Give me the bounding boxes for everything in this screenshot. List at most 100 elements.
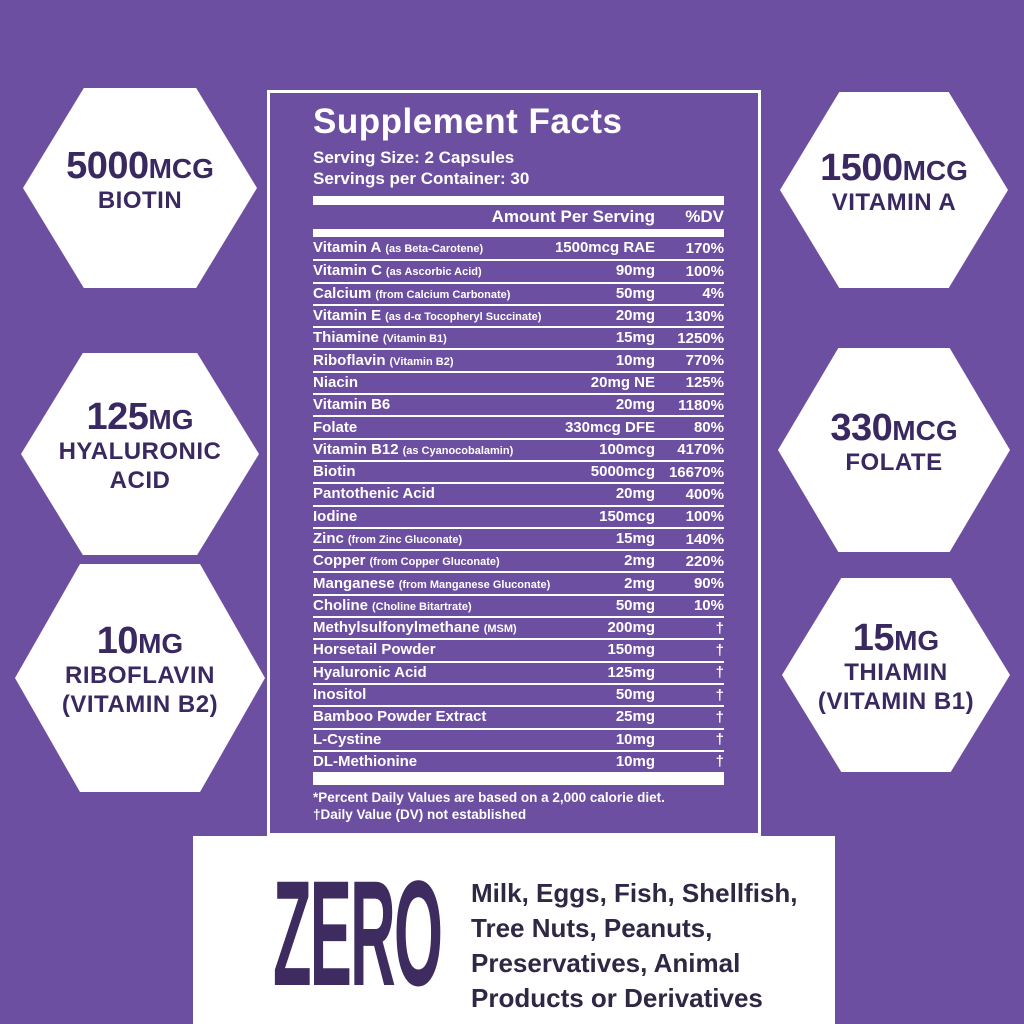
hexagon-value: 125 <box>86 396 149 439</box>
ingredient-dv: 4170% <box>677 441 724 459</box>
ingredient-detail: (from Manganese Gluconate) <box>398 578 551 591</box>
facts-column-headers: Amount Per Serving %DV <box>313 205 724 229</box>
ingredient: DL-Methionine <box>313 753 421 771</box>
hexagon-biotin: 5000MCG BIOTIN <box>23 88 257 288</box>
ingredient-dv: 140% <box>685 530 724 548</box>
row-left: Manganese (from Manganese Gluconate) 2mg <box>313 575 655 593</box>
ingredient-name: Manganese <box>313 574 395 592</box>
servings-per-container: Servings per Container: 30 <box>313 169 530 188</box>
ingredient-amount: 330mcg DFE <box>564 418 655 436</box>
ingredient-amount: 50mg <box>615 284 655 302</box>
table-row: Vitamin B12 (as Cyanocobalamin) 100mcg 41… <box>313 437 724 460</box>
ingredient: Copper (from Copper Gluconate) <box>313 552 500 570</box>
hexagon-label: ACID <box>109 466 171 494</box>
hexagon-label: VITAMIN A <box>831 188 957 216</box>
ingredient-name: Iodine <box>313 507 358 525</box>
ingredient-detail: (as Beta-Carotene) <box>385 243 484 256</box>
ingredient-dv: † <box>715 619 724 637</box>
allergen-list: Milk, Eggs, Fish, Shellfish, Tree Nuts, … <box>471 876 798 1016</box>
table-row: Bamboo Powder Extract 25mg † <box>313 705 724 727</box>
ingredient-name: Hyaluronic Acid <box>313 663 427 681</box>
ingredient-amount: 50mg <box>615 686 655 704</box>
row-left: L-Cystine 10mg <box>313 731 655 749</box>
row-left: Vitamin B6 20mg <box>313 396 655 414</box>
ingredient: Methylsulfonylmethane (MSM) <box>313 619 517 637</box>
hexagon-vitamin-a: 1500MCG VITAMIN A <box>780 92 1008 288</box>
ingredient-detail: (Choline Bitartrate) <box>372 600 472 613</box>
ingredient: Hyaluronic Acid <box>313 664 431 682</box>
ingredient-dv: 400% <box>685 485 724 503</box>
table-row: Vitamin B6 20mg 1180% <box>313 393 724 415</box>
hexagon-value: 330 <box>830 406 893 449</box>
row-left: Hyaluronic Acid 125mg <box>313 664 655 682</box>
ingredient-detail: (as d-α Tocopheryl Succinate) <box>385 311 542 324</box>
table-row: Thiamine (Vitamin B1) 15mg 1250% <box>313 326 724 348</box>
ingredient-amount: 15mg <box>615 530 655 547</box>
row-left: Niacin 20mg NE <box>313 374 655 392</box>
footnote-daily-values: *Percent Daily Values are based on a 2,0… <box>313 790 665 806</box>
table-row: Niacin 20mg NE 125% <box>313 370 724 393</box>
ingredient: Folate <box>313 419 361 437</box>
ingredient: Riboflavin (Vitamin B2) <box>313 352 454 370</box>
ingredient-dv: 100% <box>685 508 724 526</box>
hexagon-riboflavin: 10MG RIBOFLAVIN (VITAMIN B2) <box>15 564 265 792</box>
ingredient-name: Thiamine <box>313 329 379 347</box>
row-left: Folate 330mcg DFE <box>313 419 655 437</box>
hexagon-value: 5000 <box>66 144 149 187</box>
ingredient-dv: † <box>715 686 724 704</box>
ingredient: Vitamin B6 <box>313 396 394 414</box>
row-left: Riboflavin (Vitamin B2) 10mg <box>313 352 655 370</box>
ingredient-amount: 25mg <box>615 708 655 726</box>
ingredient-amount: 150mcg <box>599 507 655 525</box>
ingredient-name: Inositol <box>313 686 367 704</box>
table-row: Riboflavin (Vitamin B2) 10mg 770% <box>313 348 724 370</box>
hexagon-label: FOLATE <box>845 448 943 476</box>
hexagon-unit: MG <box>894 625 940 657</box>
row-left: Calcium (from Calcium Carbonate) 50mg <box>313 285 655 303</box>
ingredient-dv: 16670% <box>668 463 724 481</box>
supplement-facts-title: Supplement Facts <box>313 102 623 141</box>
ingredient-dv: † <box>715 641 724 659</box>
ingredient-name: Vitamin B12 <box>313 440 399 458</box>
ingredient-name: Niacin <box>313 373 359 391</box>
ingredient-name: Vitamin A <box>313 239 382 257</box>
row-left: Pantothenic Acid 20mg <box>313 485 655 503</box>
ingredient-name: DL-Methionine <box>313 752 418 770</box>
hexagon-value: 1500 <box>820 146 903 189</box>
hexagon-amount: 5000MCG <box>66 144 214 187</box>
separator-bar <box>313 772 724 786</box>
table-row: Methylsulfonylmethane (MSM) 200mg † <box>313 616 724 638</box>
table-row: Manganese (from Manganese Gluconate) 2mg … <box>313 571 724 593</box>
ingredient-dv: 125% <box>685 374 724 392</box>
ingredient-amount: 20mg <box>615 307 655 325</box>
ingredient-dv: 770% <box>685 352 724 370</box>
ingredient-dv: 90% <box>693 575 724 593</box>
ingredient: Horsetail Powder <box>313 641 440 659</box>
ingredient: Vitamin C (as Ascorbic Acid) <box>313 262 482 280</box>
ingredient-amount: 2mg <box>624 552 655 570</box>
footnote-dv-not-established: †Daily Value (DV) not established <box>313 807 527 823</box>
ingredient-name: Horsetail Powder <box>313 641 436 659</box>
ingredient: Thiamine (Vitamin B1) <box>313 329 447 347</box>
ingredient-name: Vitamin B6 <box>313 396 391 414</box>
ingredient-dv: † <box>715 664 724 682</box>
table-row: Vitamin E (as d-α Tocopheryl Succinate) 2… <box>313 303 724 326</box>
hexagon-unit: MCG <box>902 154 968 186</box>
row-left: Biotin 5000mcg <box>313 463 655 481</box>
zero-allergen-banner: ZERO Milk, Eggs, Fish, Shellfish, Tree N… <box>193 836 835 1024</box>
table-row: Biotin 5000mcg 16670% <box>313 459 724 482</box>
table-row: Calcium (from Calcium Carbonate) 50mg 4% <box>313 281 724 304</box>
row-left: Iodine 150mcg <box>313 508 655 526</box>
allergen-line: Preservatives, Animal <box>471 948 741 978</box>
ingredient-dv: † <box>715 708 724 726</box>
row-left: Horsetail Powder 150mg <box>313 641 655 659</box>
hexagon-value: 10 <box>96 620 139 663</box>
supplement-facts-content: Supplement Facts Serving Size: 2 Capsule… <box>270 93 758 823</box>
hexagon-unit: MCG <box>892 414 958 446</box>
ingredient-name: Folate <box>313 418 358 436</box>
ingredient: Iodine <box>313 508 361 526</box>
ingredient-name: Vitamin C <box>313 262 382 280</box>
row-left: Vitamin E (as d-α Tocopheryl Succinate) 2… <box>313 307 655 325</box>
hexagon-amount: 15MG <box>853 618 940 659</box>
table-row: Hyaluronic Acid 125mg † <box>313 660 724 683</box>
